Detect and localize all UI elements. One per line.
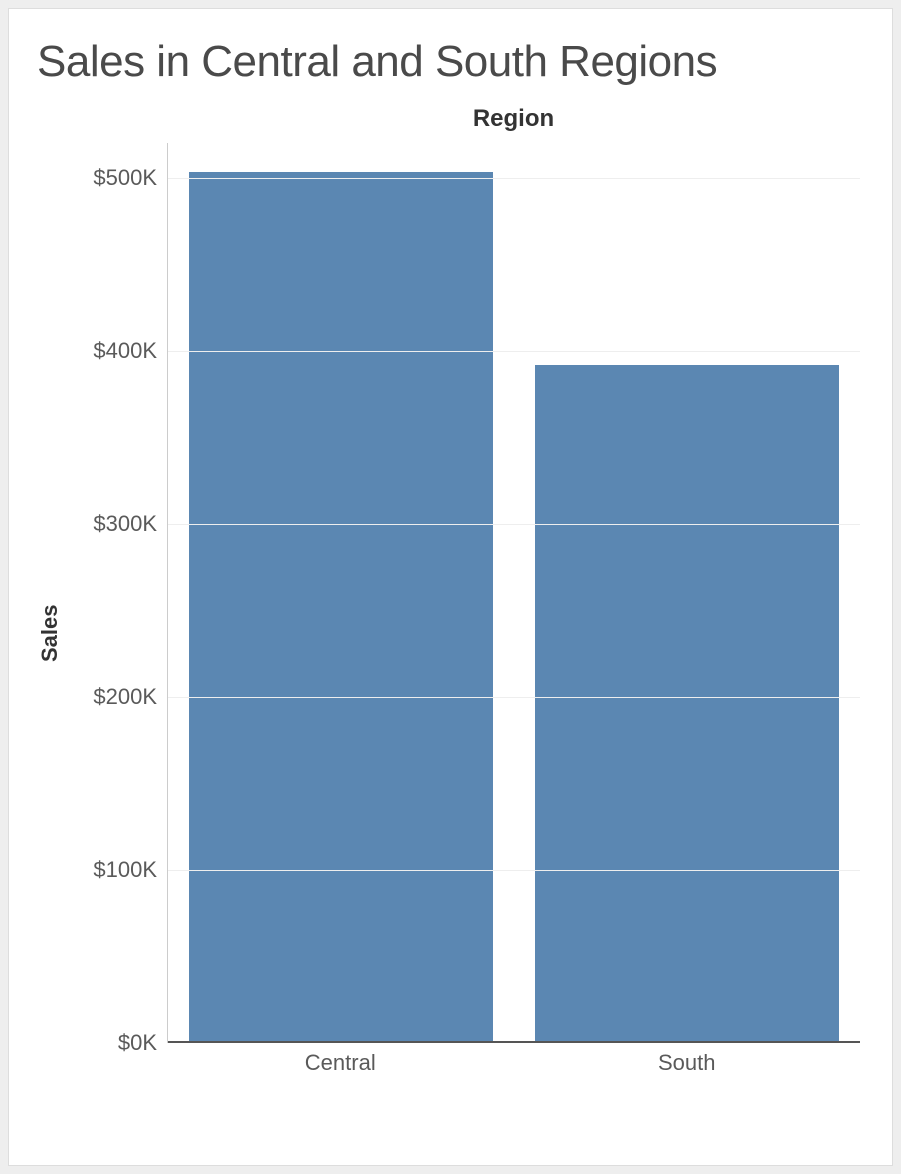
bar-slot [514, 143, 860, 1043]
bar-slot [168, 143, 514, 1043]
chart-body: Sales $0K $100K $200K $300K $400K $500K Centr… [37, 143, 860, 1083]
bars-container [168, 143, 860, 1043]
plot-area [167, 143, 860, 1043]
x-tick-label: South [514, 1050, 861, 1076]
y-axis-labels: $0K$100K$200K$300K$400K$500K [67, 143, 167, 1043]
y-tick-label: $100K [93, 857, 157, 883]
y-axis-title: Sales [37, 143, 67, 1083]
plot-and-x-axis: CentralSouth [167, 143, 860, 1083]
baseline [168, 1041, 860, 1043]
x-tick-label: Central [167, 1050, 514, 1076]
gridline [168, 351, 860, 352]
chart-title: Sales in Central and South Regions [37, 37, 860, 87]
gridline [168, 697, 860, 698]
chart-card: Sales in Central and South Regions Regio… [8, 8, 893, 1166]
gridline [168, 178, 860, 179]
gridline [168, 524, 860, 525]
x-axis-labels: CentralSouth [167, 1043, 860, 1083]
y-tick-label: $400K [93, 338, 157, 364]
y-tick-label: $500K [93, 165, 157, 191]
bar-south[interactable] [535, 365, 839, 1043]
x-axis-title: Region [167, 105, 860, 133]
y-tick-label: $200K [93, 684, 157, 710]
y-tick-label: $0K [118, 1030, 157, 1056]
bar-central[interactable] [189, 172, 493, 1043]
gridline [168, 870, 860, 871]
y-tick-label: $300K [93, 511, 157, 537]
